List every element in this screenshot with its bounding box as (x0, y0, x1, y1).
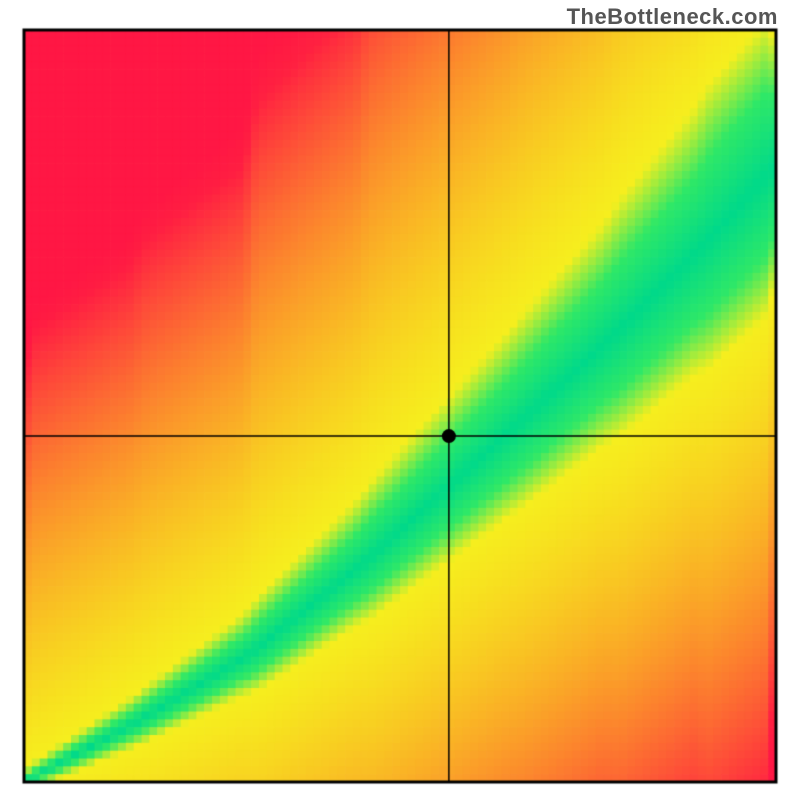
bottleneck-heatmap (0, 0, 800, 800)
